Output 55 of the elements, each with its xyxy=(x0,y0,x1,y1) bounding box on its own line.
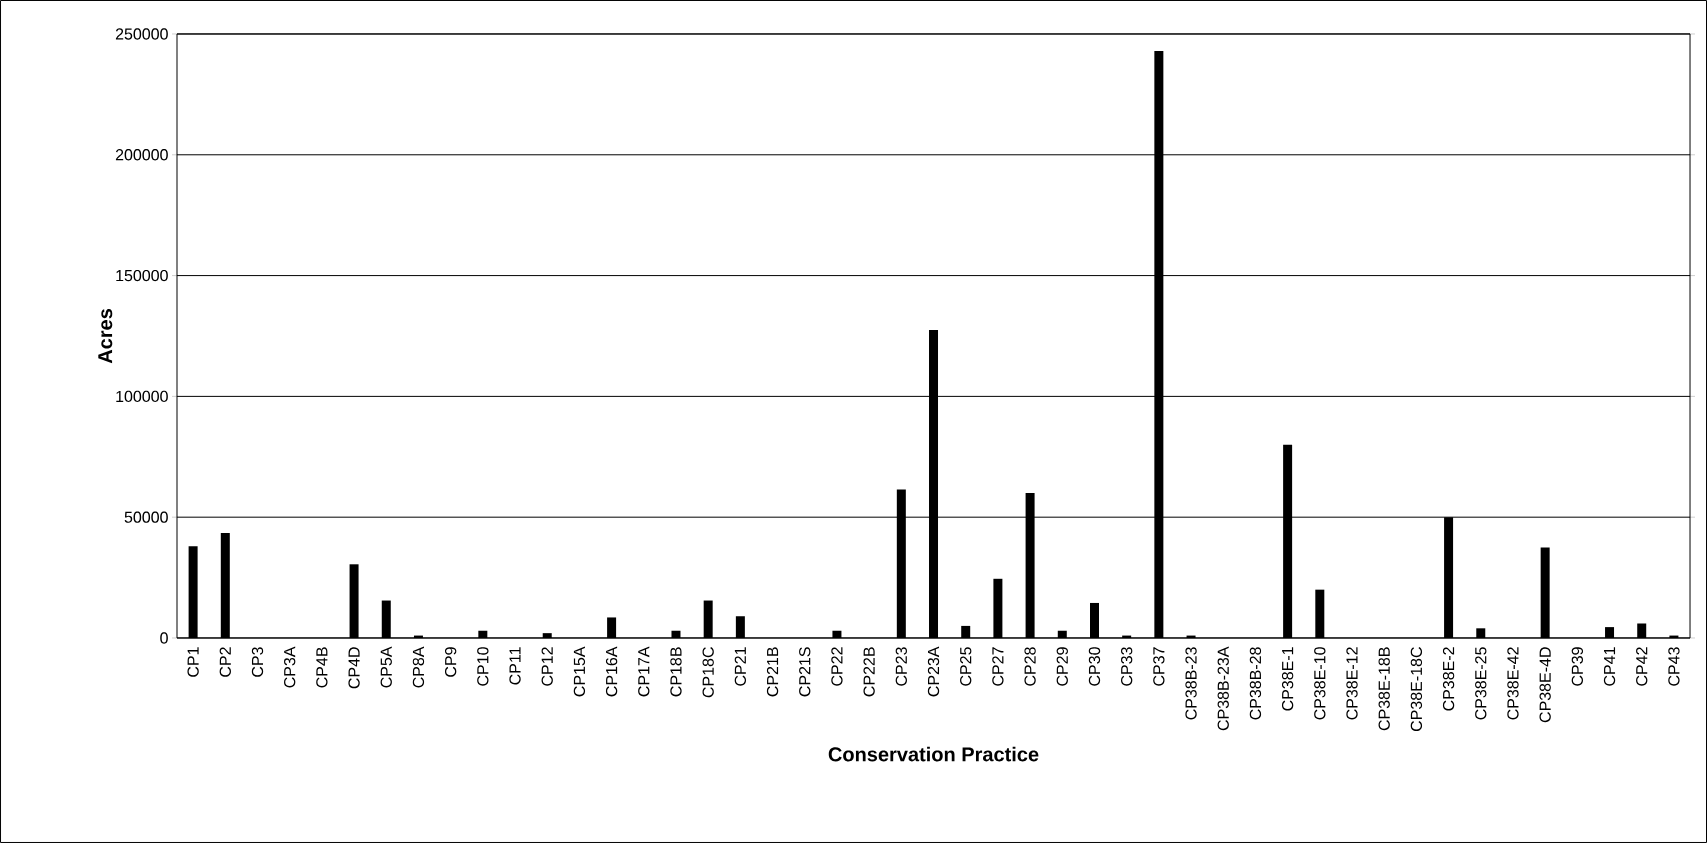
x-tick-label: CP15A xyxy=(573,646,586,697)
x-tick-label: CP8A xyxy=(412,646,425,688)
x-tick-label: CP38B-23A xyxy=(1217,646,1229,731)
x-tick-label: CP38E-12 xyxy=(1346,647,1358,720)
x-tick-label: CP29 xyxy=(1056,647,1068,686)
x-tick-label: CP38E-25 xyxy=(1475,647,1487,720)
x-tick-label: CP21S xyxy=(799,647,811,697)
x-tick-label: CP41 xyxy=(1603,647,1616,686)
x-tick-label: CP27 xyxy=(992,647,1004,686)
x-tick-label: CP5A xyxy=(380,646,392,688)
x-tick-label: CP18B xyxy=(670,647,682,697)
x-tick-label: CP12 xyxy=(541,647,553,686)
x-tick-label: CP9 xyxy=(444,647,457,677)
x-tick-label: CP28 xyxy=(1024,647,1036,686)
x-tick-label: CP4D xyxy=(348,647,360,689)
y-axis-title: Acres xyxy=(98,309,113,364)
y-tick-label: 50000 xyxy=(124,511,168,523)
x-tick-label: CP38E-10 xyxy=(1314,647,1326,720)
x-tick-label: CP4B xyxy=(316,647,328,688)
y-tick-label: 150000 xyxy=(116,269,168,282)
x-tick-label: CP21B xyxy=(766,647,779,697)
y-tick-label: 200000 xyxy=(115,149,168,161)
x-tick-label: CP38E-18C xyxy=(1410,647,1423,732)
y-tick-label: 0 xyxy=(160,632,168,644)
x-tick-label: CP38E-42 xyxy=(1507,647,1519,720)
x-tick-label: CP42 xyxy=(1636,647,1648,686)
x-tick-label: CP3 xyxy=(251,647,264,677)
x-tick-label: CP1 xyxy=(187,647,199,677)
x-tick-label: CP38E-18B xyxy=(1378,647,1390,731)
x-tick-label: CP38B-28 xyxy=(1249,647,1262,720)
x-tick-label: CP43 xyxy=(1668,647,1680,686)
y-tick-label: 250000 xyxy=(115,28,168,40)
x-tick-label: CP38E-4D xyxy=(1539,647,1551,723)
x-tick-label: CP23 xyxy=(895,647,907,686)
x-tick-label: CP38E-1 xyxy=(1281,647,1294,711)
x-tick-label: CP10 xyxy=(477,647,489,686)
y-tick-label: 100000 xyxy=(116,390,168,403)
x-tick-label: CP39 xyxy=(1571,647,1584,686)
x-tick-label: CP33 xyxy=(1121,647,1133,686)
x-tick-label: CP38E-2 xyxy=(1442,647,1455,711)
x-tick-label: CP30 xyxy=(1088,647,1101,686)
x-tick-label: CP21 xyxy=(734,647,747,686)
x-tick-label: CP11 xyxy=(509,647,521,685)
x-tick-label: CP23A xyxy=(927,646,940,697)
x-tick-label: CP17A xyxy=(638,646,650,697)
x-tick-label: CP16A xyxy=(605,646,618,697)
x-tick-label: CP3A xyxy=(284,646,296,688)
x-axis-title: Conservation Practice xyxy=(828,746,1039,762)
x-tick-label: CP2 xyxy=(219,647,231,677)
x-tick-label: CP18C xyxy=(702,647,714,698)
x-tick-label: CP25 xyxy=(960,647,972,686)
x-tick-label: CP22 xyxy=(831,647,843,686)
x-tick-label: CP37 xyxy=(1153,647,1165,686)
x-tick-label: CP22B xyxy=(863,647,875,697)
x-tick-label: CP38B-23 xyxy=(1185,647,1197,720)
